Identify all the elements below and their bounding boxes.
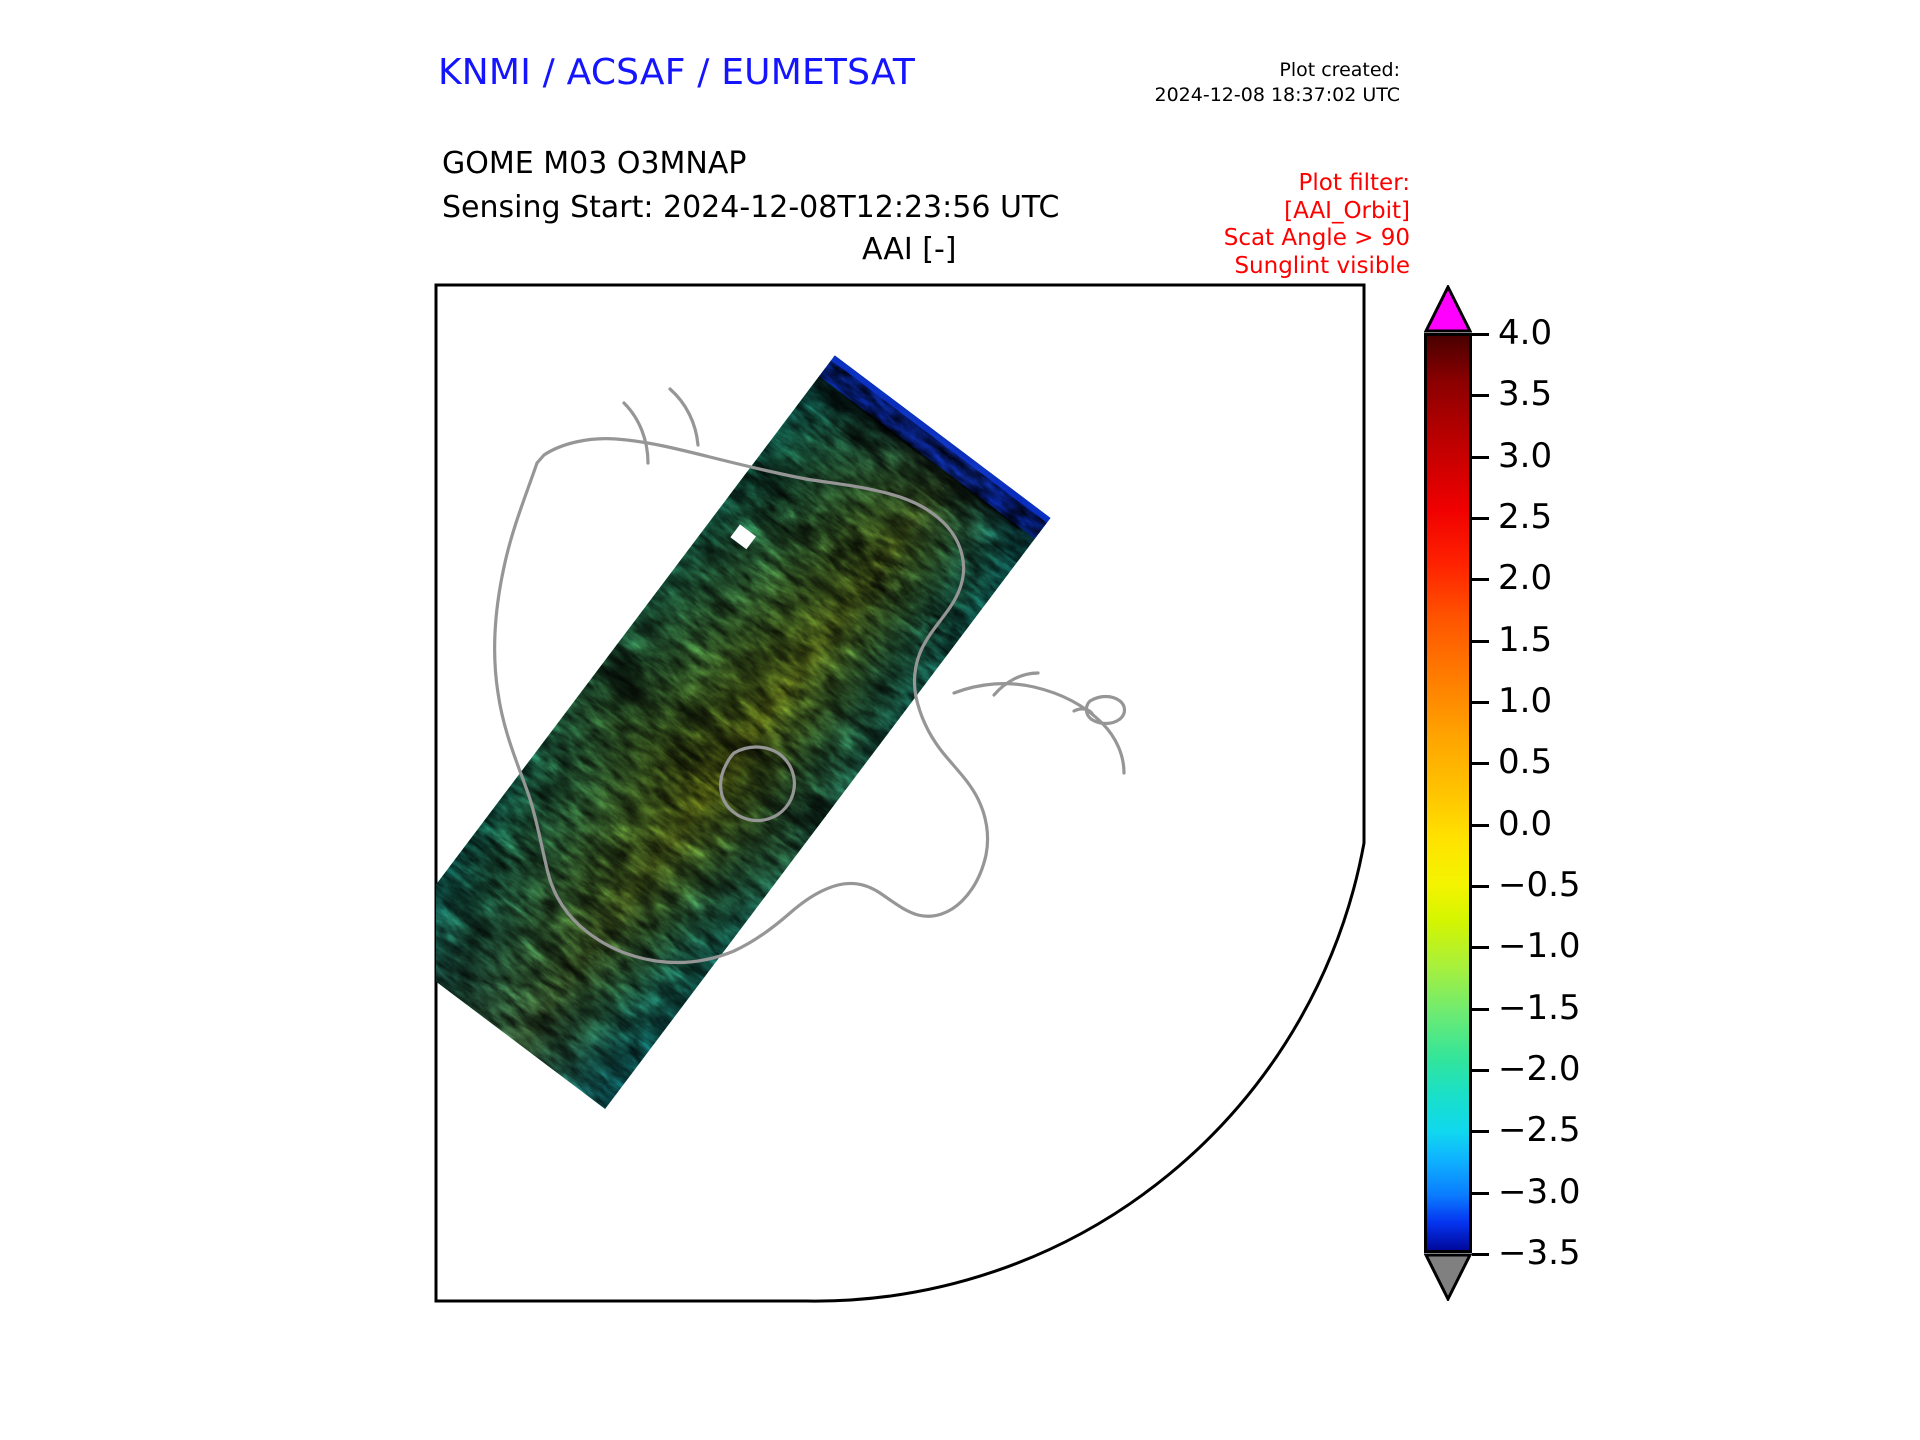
colorbar-tick (1472, 1191, 1489, 1195)
colorbar-tick-label: 4.0 (1498, 313, 1553, 353)
colorbar-tick-label: −3.5 (1498, 1233, 1581, 1273)
plot-filter-label: Plot filter: (1298, 170, 1410, 196)
colorbar-tick (1472, 762, 1489, 766)
colorbar: 4.0 3.5 3.0 2.5 2.0 1.5 1.0 0.5 0.0 −0.5 −1.0 −1.5 −… (1424, 285, 1581, 1301)
coastline (493, 387, 1127, 965)
satellite-swath (436, 355, 1051, 1109)
colorbar-tick-label: 3.5 (1498, 374, 1553, 415)
colorbar-tick (1472, 1007, 1489, 1011)
colorbar-over-arrow (1424, 285, 1472, 333)
colorbar-tick-label: −2.0 (1498, 1049, 1581, 1089)
colorbar-tick (1472, 1130, 1489, 1134)
colorbar-tick (1472, 701, 1489, 704)
map-border (434, 283, 1366, 1303)
colorbar-tick-label: 3.0 (1498, 435, 1553, 476)
colorbar-tick (1472, 578, 1489, 582)
colorbar-tick-label: −1.5 (1498, 987, 1581, 1028)
plot-created-block: Plot created: 2024-12-08 18:37:02 UTC (1020, 58, 1401, 108)
colorbar-tick (1472, 1069, 1489, 1072)
colorbar-tick (1472, 639, 1489, 643)
sensing-start-title: Sensing Start: 2024-12-08T12:23:56 UTC (442, 190, 1060, 225)
colorbar-tick-label: 2.0 (1498, 558, 1553, 599)
page-title: AAI [-] (862, 232, 957, 267)
colorbar-tick-label: 1.0 (1498, 681, 1553, 721)
colorbar-tick-label: −3.0 (1498, 1171, 1581, 1212)
colorbar-gradient (1424, 333, 1472, 1253)
plot-filter-scat-angle: Scat Angle > 90 (1223, 225, 1410, 251)
colorbar-tick (1472, 885, 1489, 888)
colorbar-tick-label: 1.5 (1498, 619, 1553, 660)
colorbar-tick-label: −1.0 (1498, 926, 1581, 967)
colorbar-tick (1472, 394, 1489, 398)
plot-filter-block: Plot filter: [AAI_Orbit] Scat Angle > 90… (1080, 170, 1410, 280)
plot-filter-dataset: [AAI_Orbit] (1284, 197, 1410, 224)
colorbar-tick (1472, 333, 1489, 336)
colorbar-tick-label: 0.0 (1498, 803, 1553, 844)
colorbar-tick (1472, 946, 1489, 950)
colorbar-under-arrow (1424, 1253, 1472, 1301)
plot-created-timestamp: 2024-12-08 18:37:02 UTC (1154, 84, 1401, 106)
plot-filter-sunglint: Sunglint visible (1234, 252, 1410, 279)
organisation-title: KNMI / ACSAF / EUMETSAT (438, 52, 916, 93)
instrument-product-title: GOME M03 O3MNAP (442, 146, 747, 181)
colorbar-tick (1472, 823, 1489, 827)
colorbar-tick (1472, 1253, 1489, 1256)
colorbar-tick-label: 0.5 (1498, 742, 1553, 783)
plot-created-label: Plot created: (1279, 59, 1400, 81)
map-panel[interactable] (434, 283, 1366, 1305)
colorbar-tick-label: 2.5 (1498, 497, 1553, 537)
colorbar-tick (1472, 517, 1489, 520)
colorbar-tick-label: −0.5 (1498, 865, 1581, 905)
colorbar-tick (1472, 455, 1489, 459)
colorbar-tick-label: −2.5 (1498, 1110, 1581, 1151)
